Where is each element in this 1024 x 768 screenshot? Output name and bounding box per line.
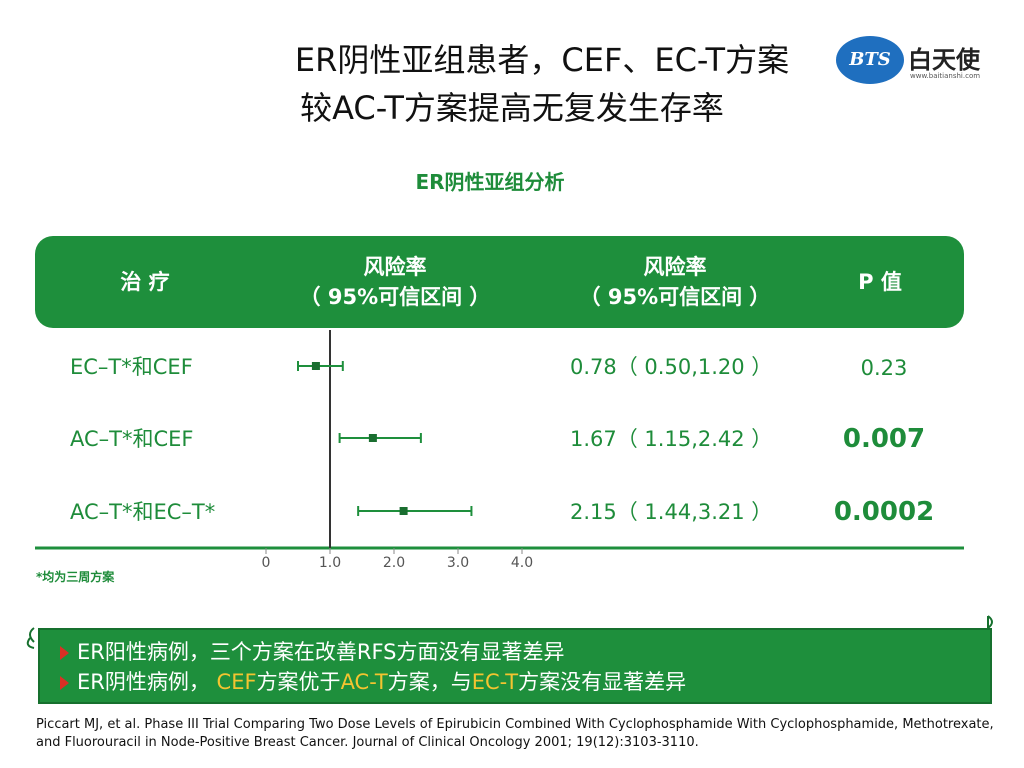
p-value: 0.23 (861, 356, 908, 380)
x-tick-label: 0 (262, 555, 271, 571)
header-hr-plot: 风险率 （ 95%可信区间 ） (299, 255, 491, 309)
banner-bullet-1: ER阳性病例，三个方案在改善RFS方面没有显著差异 (60, 636, 565, 666)
p-value: 0.007 (843, 424, 925, 454)
slide-title-line1: ER阴性亚组患者，CEF、EC-T方案 (294, 41, 790, 79)
logo-name: 白天使 (908, 45, 980, 74)
x-tick-label: 2.0 (383, 555, 405, 571)
banner-body: ER阳性病例，三个方案在改善RFS方面没有显著差异 ER阴性病例， CEF方案优… (38, 628, 992, 704)
logo-badge: BTS (836, 36, 904, 84)
citation: Piccart MJ, et al. Phase III Trial Compa… (36, 717, 994, 750)
header-treatment: 治 疗 (120, 270, 170, 294)
logo-url: www.baitianshi.com (910, 72, 981, 80)
header-p-value: P 值 (858, 270, 902, 294)
chart-title: ER阴性亚组分析 (415, 170, 565, 194)
hr-point (399, 507, 408, 515)
bullet-arrow-icon (60, 646, 69, 660)
hr-point (368, 434, 377, 442)
hr-ci-text: 2.15（ 1.44,3.21 ） (570, 500, 772, 524)
banner-bullet-2: ER阴性病例， CEF方案优于AC-T方案，与EC-T方案没有显著差异 (60, 666, 686, 696)
chart-footnote: *均为三周方案 (36, 570, 115, 584)
hr-point (311, 362, 320, 370)
row-label: AC–T*和CEF (70, 427, 194, 451)
forest-plot: 0 1.0 2.0 3.0 4.0 EC–T*和CEF 0.78（ 0.50,1.20 ） 0… (35, 330, 964, 571)
row-label: EC–T*和CEF (70, 355, 193, 379)
table-header: 治 疗 风险率 （ 95%可信区间 ） 风险率 （ 95%可信区间 ） P 值 (35, 236, 964, 328)
row-label: AC–T*和EC–T* (70, 500, 215, 524)
p-value: 0.0002 (834, 497, 934, 527)
hr-ci-text: 0.78（ 0.50,1.20 ） (570, 355, 772, 379)
slide-title: ER阴性亚组患者，CEF、EC-T方案 较AC-T方案提高无复发生存率 (0, 36, 1024, 132)
bullet-arrow-icon (60, 676, 69, 690)
slide-title-line2: 较AC-T方案提高无复发生存率 (300, 89, 724, 127)
x-tick-label: 3.0 (447, 555, 469, 571)
bts-logo: BTS 白天使 www.baitianshi.com (836, 36, 992, 92)
hr-ci-text: 1.67（ 1.15,2.42 ） (570, 427, 772, 451)
conclusion-banner: ER阳性病例，三个方案在改善RFS方面没有显著差异 ER阴性病例， CEF方案优… (26, 614, 996, 704)
header-hr-text: 风险率 （ 95%可信区间 ） (579, 255, 771, 309)
x-tick-label: 1.0 (319, 555, 341, 571)
x-tick-label: 4.0 (511, 555, 533, 571)
